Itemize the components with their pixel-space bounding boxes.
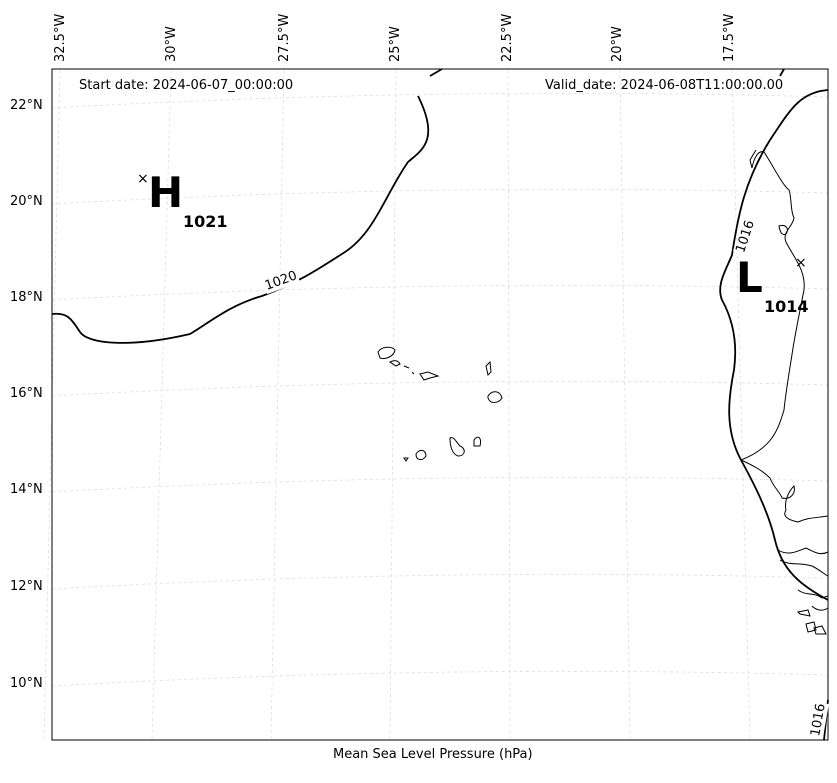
high-center-marker: ×: [137, 171, 149, 187]
isobar-1020-top-segment: [429, 68, 443, 77]
grid-lon-20: [619, 69, 631, 741]
grid-lon-27-5: [270, 69, 285, 741]
cape-verde-islands: [377, 346, 503, 462]
lat-label-18: 18°N: [10, 290, 43, 305]
island-islet: [411, 371, 415, 375]
lon-label-25: 25°W: [388, 26, 403, 62]
map-caption: Mean Sea Level Pressure (hPa): [333, 747, 533, 762]
grid-lon-30: [151, 69, 172, 741]
start-date-label: Start date: 2024-06-07_00:00:00: [79, 78, 294, 93]
grid-lon-17-5: [731, 69, 751, 741]
island-boa-vista: [487, 391, 503, 403]
grid-lat-18: [51, 284, 829, 301]
low-pressure-value: 1014: [764, 297, 809, 316]
lat-label-14: 14°N: [10, 482, 43, 497]
grid-lat-16: [51, 380, 829, 397]
graticule: [43, 69, 829, 741]
bijagos-islands: [796, 609, 827, 635]
grid-lat-12: [51, 573, 829, 590]
low-pressure-letter: L: [736, 253, 763, 302]
lon-label-30: 30°W: [164, 26, 179, 62]
island-sal: [485, 360, 492, 376]
lon-label-32-5: 32.5°W: [53, 13, 68, 62]
grid-lon-32-5: [43, 69, 61, 741]
lon-label-20: 20°W: [610, 26, 625, 62]
lon-label-22-5: 22.5°W: [500, 13, 515, 62]
coastline-guinea-bissau: [777, 547, 829, 611]
lat-label-16: 16°N: [10, 386, 43, 401]
coastal-feature: [778, 225, 788, 235]
isobar-1016-top-segment: [779, 68, 785, 77]
coastline-gambia: [740, 459, 829, 523]
lon-label-27-5: 27.5°W: [277, 13, 292, 62]
low-center-marker: ×: [795, 255, 807, 271]
lon-label-17-5: 17.5°W: [722, 13, 737, 62]
grid-lon-22-5: [507, 69, 511, 741]
island-brava: [403, 457, 409, 462]
island-santo-antao: [377, 346, 396, 359]
island-sao-vicente: [389, 360, 401, 367]
lat-label-20: 20°N: [10, 194, 43, 209]
island-santa-luzia: [403, 365, 410, 369]
grid-lat-10: [51, 670, 829, 687]
isobar-1016: [719, 89, 829, 601]
isobar-1020: [51, 95, 430, 344]
island-fogo: [415, 449, 427, 461]
grid-lat-20: [51, 188, 829, 205]
lat-label-10: 10°N: [10, 676, 43, 691]
high-pressure-letter: H: [148, 168, 184, 217]
valid-date-label: Valid_date: 2024-06-08T11:00:00.00: [545, 78, 784, 93]
lat-label-22: 22°N: [10, 98, 43, 113]
island-sao-nicolau: [419, 371, 440, 381]
high-pressure-value: 1021: [183, 212, 228, 231]
coastline-cape-blanc: [749, 149, 757, 169]
island-maio: [473, 436, 481, 447]
island-santiago: [449, 437, 465, 457]
lat-label-12: 12°N: [10, 579, 43, 594]
grid-lat-14: [51, 476, 829, 493]
grid-lon-25: [389, 69, 397, 741]
map-frame: [51, 68, 829, 741]
grid-lat-22: [51, 92, 829, 109]
